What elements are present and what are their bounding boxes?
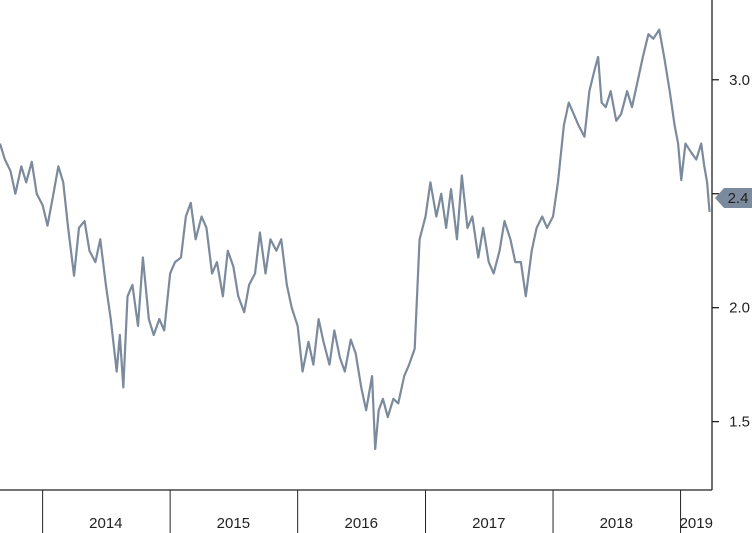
y-tick-label: 3.0: [729, 72, 750, 89]
series-line: [0, 28, 711, 451]
last-value-label: 2.4: [728, 190, 749, 207]
y-tick-label: 1.5: [729, 414, 750, 431]
y-tick-label: 2.0: [729, 300, 750, 317]
x-tick-label: 2014: [89, 515, 122, 532]
x-tick-label: 2016: [345, 515, 378, 532]
x-tick-label: 2017: [472, 515, 505, 532]
x-axis: 2014 2015 2016 2017 2018 2019: [0, 489, 713, 533]
last-value-marker: 2.4: [715, 187, 752, 208]
y-axis: 1.52.02.53.0: [711, 0, 750, 490]
x-tick-label: 2019: [680, 515, 713, 532]
x-tick-label: 2015: [217, 515, 250, 532]
series-group: [0, 28, 711, 451]
x-tick-label: 2018: [600, 515, 633, 532]
last-value-badge: [715, 187, 752, 208]
